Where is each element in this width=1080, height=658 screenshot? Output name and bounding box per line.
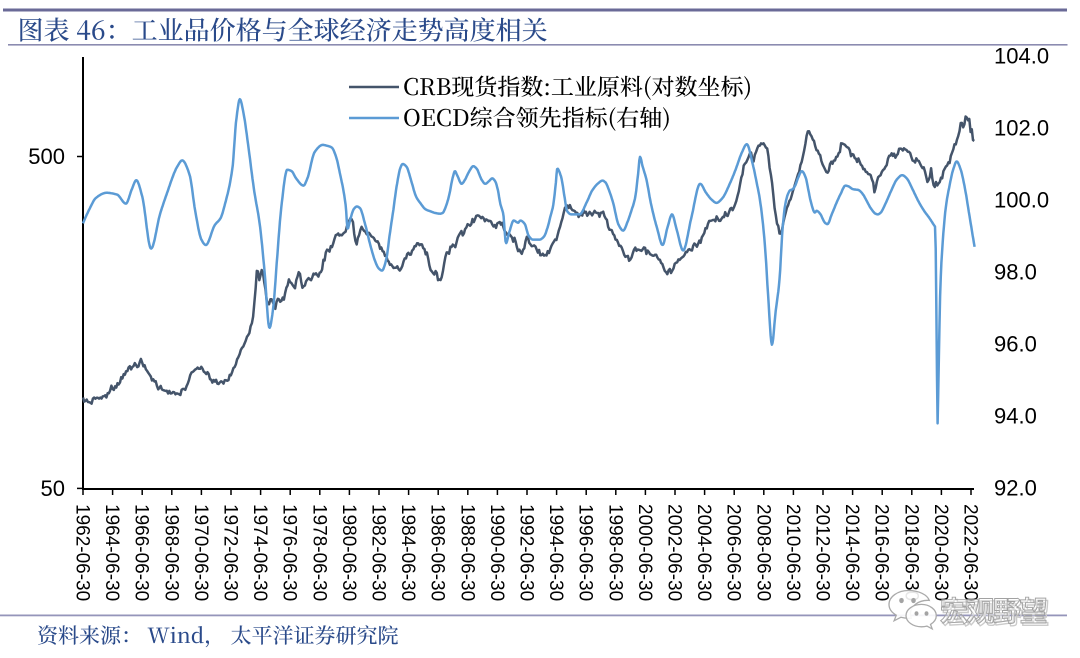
svg-text:2008-06-30: 2008-06-30	[752, 504, 773, 601]
svg-text:500: 500	[28, 144, 65, 169]
svg-text:2020-06-30: 2020-06-30	[930, 504, 951, 601]
svg-text:94.0: 94.0	[994, 404, 1037, 429]
svg-text:1984-06-30: 1984-06-30	[397, 504, 418, 601]
svg-text:1976-06-30: 1976-06-30	[279, 504, 300, 601]
svg-text:1998-06-30: 1998-06-30	[604, 504, 625, 601]
svg-text:2014-06-30: 2014-06-30	[841, 504, 862, 601]
svg-text:1966-06-30: 1966-06-30	[131, 504, 152, 601]
svg-text:96.0: 96.0	[994, 332, 1037, 357]
svg-text:1982-06-30: 1982-06-30	[368, 504, 389, 601]
svg-text:1964-06-30: 1964-06-30	[101, 504, 122, 601]
svg-text:2022-06-30: 2022-06-30	[960, 504, 981, 601]
svg-text:1990-06-30: 1990-06-30	[486, 504, 507, 601]
svg-text:1972-06-30: 1972-06-30	[220, 504, 241, 601]
svg-text:92.0: 92.0	[994, 476, 1037, 501]
svg-text:1992-06-30: 1992-06-30	[516, 504, 537, 601]
svg-text:2010-06-30: 2010-06-30	[782, 504, 803, 601]
svg-text:1962-06-30: 1962-06-30	[72, 504, 93, 601]
svg-text:1994-06-30: 1994-06-30	[545, 504, 566, 601]
svg-text:1978-06-30: 1978-06-30	[308, 504, 329, 601]
svg-text:50: 50	[41, 476, 65, 501]
svg-text:102.0: 102.0	[994, 116, 1049, 141]
svg-text:2004-06-30: 2004-06-30	[693, 504, 714, 601]
svg-text:2012-06-30: 2012-06-30	[812, 504, 833, 601]
svg-text:104.0: 104.0	[994, 44, 1049, 69]
svg-text:2018-06-30: 2018-06-30	[900, 504, 921, 601]
svg-text:98.0: 98.0	[994, 260, 1037, 285]
svg-text:1996-06-30: 1996-06-30	[575, 504, 596, 601]
svg-text:1988-06-30: 1988-06-30	[456, 504, 477, 601]
svg-text:2002-06-30: 2002-06-30	[664, 504, 685, 601]
svg-text:1970-06-30: 1970-06-30	[190, 504, 211, 601]
svg-text:1980-06-30: 1980-06-30	[338, 504, 359, 601]
svg-text:1968-06-30: 1968-06-30	[160, 504, 181, 601]
svg-text:1974-06-30: 1974-06-30	[249, 504, 270, 601]
svg-text:2000-06-30: 2000-06-30	[634, 504, 655, 601]
svg-text:100.0: 100.0	[994, 188, 1049, 213]
svg-text:1986-06-30: 1986-06-30	[427, 504, 448, 601]
svg-text:2006-06-30: 2006-06-30	[723, 504, 744, 601]
svg-text:2016-06-30: 2016-06-30	[871, 504, 892, 601]
